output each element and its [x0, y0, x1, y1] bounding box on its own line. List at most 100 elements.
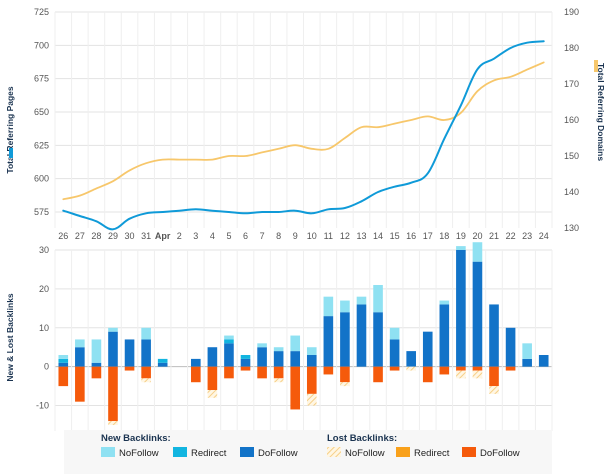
new-dofollow-bar	[75, 347, 85, 367]
x-tick-label: 3	[193, 231, 198, 241]
new-dofollow-bar	[489, 304, 499, 367]
legend-new-heading: New Backlinks:	[101, 433, 171, 444]
x-tick-label: 24	[539, 231, 549, 241]
lost-dofollow-bar	[273, 366, 284, 379]
new-dofollow-bar	[224, 343, 234, 367]
right-axis-swatch	[594, 60, 598, 72]
new-dofollow-bar	[124, 339, 135, 367]
lost-dofollow-bar	[91, 366, 102, 379]
new-nofollow-bar	[356, 296, 367, 305]
referring-pages-line	[62, 40, 545, 231]
new-dofollow-bar	[207, 347, 218, 367]
new-nofollow-bar	[389, 327, 400, 340]
new-dofollow-bar	[108, 331, 118, 367]
new-dofollow-bar	[240, 358, 251, 367]
new-nofollow-bar	[290, 335, 301, 352]
top-axis-titles: Total Referring Pages Total Referring Dom…	[5, 60, 606, 174]
lost-dofollow-bar	[191, 366, 201, 383]
legend-lost-swatch	[462, 447, 476, 457]
lost-dofollow-bar	[340, 366, 350, 383]
x-tick-label: 26	[58, 231, 68, 241]
bottom-axis-title: New & Lost Backlinks	[5, 293, 15, 382]
left-tick-label: 575	[34, 207, 49, 217]
lost-dofollow-bar	[389, 366, 400, 371]
new-nofollow-bar	[340, 300, 350, 313]
new-nofollow-bar	[224, 335, 234, 340]
lost-nofollow-bar	[456, 370, 466, 379]
left-tick-label: 600	[34, 174, 49, 184]
new-dofollow-bar	[340, 312, 350, 367]
x-tick-label: 5	[226, 231, 231, 241]
new-nofollow-bar	[141, 327, 151, 340]
new-nofollow-bar	[257, 343, 267, 348]
lost-nofollow-bar	[207, 390, 218, 398]
new-nofollow-bar	[306, 347, 317, 355]
legend-lost-label: DoFollow	[480, 448, 520, 459]
new-dofollow-bar	[141, 339, 151, 367]
legend-lost-label: Redirect	[414, 448, 450, 459]
left-tick-label: 725	[34, 7, 49, 17]
new-nofollow-bar	[323, 296, 334, 317]
legend-lost-heading: Lost Backlinks:	[327, 433, 397, 444]
new-dofollow-bar	[538, 355, 549, 367]
x-tick-label: 21	[489, 231, 499, 241]
new-dofollow-bar	[522, 358, 532, 367]
right-tick-label: 160	[564, 115, 579, 125]
new-dofollow-bar	[389, 339, 400, 367]
x-tick-label: 27	[75, 231, 85, 241]
lost-dofollow-bar	[124, 366, 135, 371]
bottom-axis-titles: New & Lost Backlinks	[5, 293, 15, 382]
lost-dofollow-bar	[207, 366, 218, 390]
lost-nofollow-bar	[406, 366, 416, 371]
lost-dofollow-bar	[472, 366, 483, 371]
lost-dofollow-bar	[141, 366, 151, 379]
new-dofollow-bar	[472, 261, 483, 367]
new-dofollow-bar	[91, 362, 102, 367]
x-tick-label: 16	[406, 231, 416, 241]
x-tick-label: 29	[108, 231, 118, 241]
new-dofollow-bar	[422, 331, 433, 367]
top-right-axis-ticks: 130 140 150 160 170 180 190	[564, 7, 579, 233]
x-tick-label: 2	[177, 231, 182, 241]
right-tick-label: 170	[564, 79, 579, 89]
bottom-chart-bars	[58, 242, 549, 425]
new-dofollow-bar	[290, 351, 301, 367]
new-nofollow-bar	[472, 242, 483, 262]
legend-lost-swatch	[327, 447, 341, 457]
top-chart-series	[62, 40, 545, 231]
x-tick-label: 30	[125, 231, 135, 241]
legend-new-label: Redirect	[191, 448, 227, 459]
left-tick-label: 625	[34, 140, 49, 150]
lost-dofollow-bar	[439, 366, 450, 375]
right-tick-label: 140	[564, 187, 579, 197]
lost-dofollow-bar	[373, 366, 383, 383]
x-tick-label: 17	[423, 231, 433, 241]
legend-lost-swatch	[396, 447, 410, 457]
x-tick-label: 4	[210, 231, 215, 241]
legend-new-label: NoFollow	[119, 448, 159, 459]
new-nofollow-bar	[373, 285, 383, 313]
new-dofollow-bar	[191, 358, 201, 367]
legend-new-swatch	[101, 447, 115, 457]
bottom-tick-label: 30	[39, 245, 49, 255]
legend-new-swatch	[240, 447, 254, 457]
new-dofollow-bar	[356, 304, 367, 367]
x-tick-label: 9	[293, 231, 298, 241]
left-tick-label: 650	[34, 107, 49, 117]
new-redirect-bar	[58, 358, 69, 363]
lost-nofollow-bar	[340, 382, 350, 387]
lost-dofollow-bar	[257, 366, 267, 379]
lost-dofollow-bar	[456, 366, 466, 371]
x-tick-label: Apr	[155, 231, 171, 241]
lost-dofollow-bar	[489, 366, 499, 387]
x-tick-label: 15	[390, 231, 400, 241]
top-left-axis-ticks: 575 600 625 650 675 700 725	[34, 7, 49, 217]
new-redirect-bar	[157, 358, 168, 363]
new-nofollow-bar	[273, 347, 284, 352]
x-tick-label: 18	[439, 231, 449, 241]
new-redirect-bar	[224, 339, 234, 344]
x-tick-label: 7	[260, 231, 265, 241]
right-axis-title: Total Referring Domains	[596, 63, 606, 161]
left-tick-label: 700	[34, 40, 49, 50]
